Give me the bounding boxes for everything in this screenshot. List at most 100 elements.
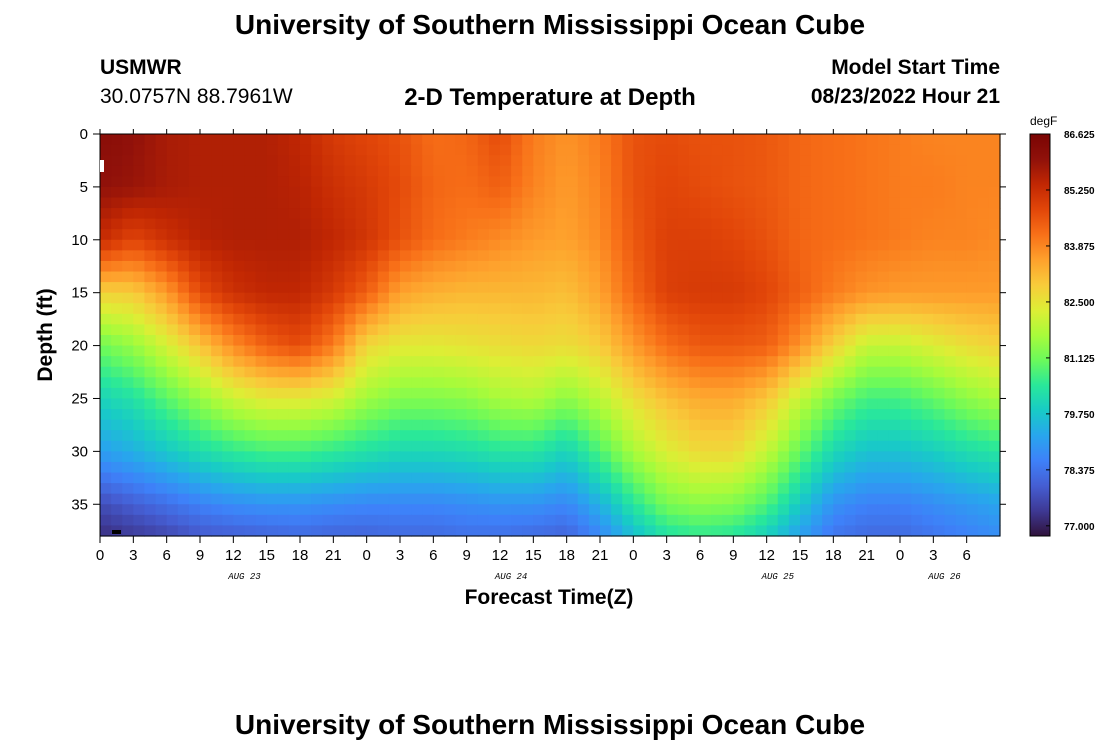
colorbar-tick-label: 77.000 bbox=[1064, 522, 1095, 533]
heatmap-cell bbox=[577, 409, 590, 421]
heatmap-cell bbox=[155, 356, 168, 368]
heatmap-cell bbox=[955, 493, 968, 505]
heatmap-cell bbox=[100, 356, 112, 368]
heatmap-cell bbox=[244, 493, 257, 505]
heatmap-cell bbox=[833, 197, 846, 209]
heatmap-cell bbox=[711, 208, 723, 220]
heatmap-cell bbox=[433, 208, 446, 220]
heatmap-cell bbox=[100, 366, 112, 378]
heatmap-cell bbox=[577, 324, 590, 336]
heatmap-cell bbox=[611, 229, 623, 241]
heatmap-cell bbox=[111, 324, 123, 336]
heatmap-cell bbox=[488, 514, 501, 527]
heatmap-cell bbox=[800, 483, 812, 495]
heatmap-cell bbox=[133, 324, 146, 336]
heatmap-cell bbox=[888, 134, 901, 146]
heatmap-cell bbox=[111, 387, 123, 400]
heatmap-cell bbox=[811, 387, 823, 400]
heatmap-cell bbox=[733, 483, 746, 495]
heatmap-cell bbox=[411, 260, 423, 273]
heatmap-cell bbox=[300, 398, 312, 410]
heatmap-cell bbox=[777, 282, 790, 294]
heatmap-cell bbox=[222, 260, 234, 273]
heatmap-cell bbox=[344, 419, 357, 431]
heatmap-cell bbox=[822, 260, 834, 273]
heatmap-cell bbox=[133, 472, 146, 484]
heatmap-cell bbox=[422, 514, 434, 527]
heatmap-cell bbox=[200, 440, 212, 452]
heatmap-cell bbox=[411, 409, 423, 421]
heatmap-cell bbox=[866, 504, 879, 516]
heatmap-cell bbox=[822, 176, 834, 188]
heatmap-cell bbox=[844, 398, 857, 410]
heatmap-cell bbox=[422, 303, 434, 315]
heatmap-cell bbox=[722, 504, 734, 516]
heatmap-cell bbox=[311, 504, 323, 516]
heatmap-cell bbox=[455, 387, 468, 400]
heatmap-cell bbox=[700, 134, 712, 146]
heatmap-cell bbox=[655, 398, 668, 410]
heatmap-cell bbox=[111, 303, 123, 315]
heatmap-cell bbox=[933, 366, 946, 378]
heatmap-cell bbox=[366, 303, 379, 315]
heatmap-cell bbox=[122, 514, 134, 527]
heatmap-cell bbox=[377, 366, 390, 378]
heatmap-cell bbox=[266, 303, 279, 315]
heatmap-cell bbox=[855, 335, 868, 347]
heatmap-cell bbox=[200, 282, 212, 294]
heatmap-cell bbox=[288, 134, 301, 146]
x-tick-label: 0 bbox=[362, 547, 370, 564]
heatmap-cell bbox=[466, 387, 479, 400]
heatmap-cell bbox=[566, 250, 579, 262]
heatmap-cell bbox=[877, 218, 890, 230]
heatmap-cell bbox=[533, 324, 546, 336]
heatmap-cell bbox=[188, 208, 201, 220]
heatmap-cell bbox=[777, 165, 790, 177]
heatmap-cell bbox=[933, 409, 946, 421]
heatmap-cell bbox=[544, 377, 557, 389]
heatmap-cell bbox=[611, 493, 623, 505]
heatmap-cell bbox=[577, 419, 590, 431]
heatmap-cell bbox=[922, 514, 934, 527]
heatmap-cell bbox=[533, 461, 546, 474]
heatmap-cell bbox=[211, 144, 223, 156]
heatmap-cell bbox=[244, 409, 257, 421]
heatmap-cell bbox=[933, 239, 946, 251]
heatmap-cell bbox=[844, 504, 857, 516]
heatmap-cell bbox=[133, 303, 146, 315]
x-tick-label: 18 bbox=[558, 547, 575, 564]
heatmap-cell bbox=[866, 398, 879, 410]
heatmap-cell bbox=[388, 419, 401, 431]
heatmap-cell bbox=[877, 335, 890, 347]
heatmap-cell bbox=[544, 366, 557, 378]
heatmap-cell bbox=[733, 176, 746, 188]
heatmap-cell bbox=[811, 250, 823, 262]
heatmap-cell bbox=[688, 144, 701, 156]
heatmap-cell bbox=[233, 387, 246, 400]
heatmap-cell bbox=[533, 335, 546, 347]
heatmap-cell bbox=[900, 419, 912, 431]
heatmap-cell bbox=[611, 176, 623, 188]
heatmap-cell bbox=[888, 483, 901, 495]
heatmap-cell bbox=[988, 229, 1001, 241]
heatmap-cell bbox=[277, 504, 290, 516]
heatmap-cell bbox=[333, 335, 346, 347]
heatmap-cell bbox=[422, 377, 434, 389]
heatmap-cell bbox=[377, 144, 390, 156]
heatmap-cell bbox=[144, 313, 157, 326]
heatmap-cell bbox=[722, 366, 734, 378]
heatmap-cell bbox=[722, 483, 734, 495]
heatmap-cell bbox=[722, 335, 734, 347]
heatmap-cell bbox=[722, 514, 734, 527]
heatmap-cell bbox=[244, 197, 257, 209]
heatmap-cell bbox=[733, 313, 746, 326]
heatmap-cell bbox=[377, 239, 390, 251]
heatmap-cell bbox=[977, 514, 990, 527]
heatmap-cell bbox=[944, 430, 957, 442]
heatmap-cell bbox=[411, 186, 423, 199]
heatmap-cell bbox=[677, 134, 690, 146]
heatmap-cell bbox=[977, 419, 990, 431]
heatmap-cell bbox=[611, 356, 623, 368]
heatmap-cell bbox=[911, 260, 923, 273]
heatmap-cell bbox=[700, 472, 712, 484]
